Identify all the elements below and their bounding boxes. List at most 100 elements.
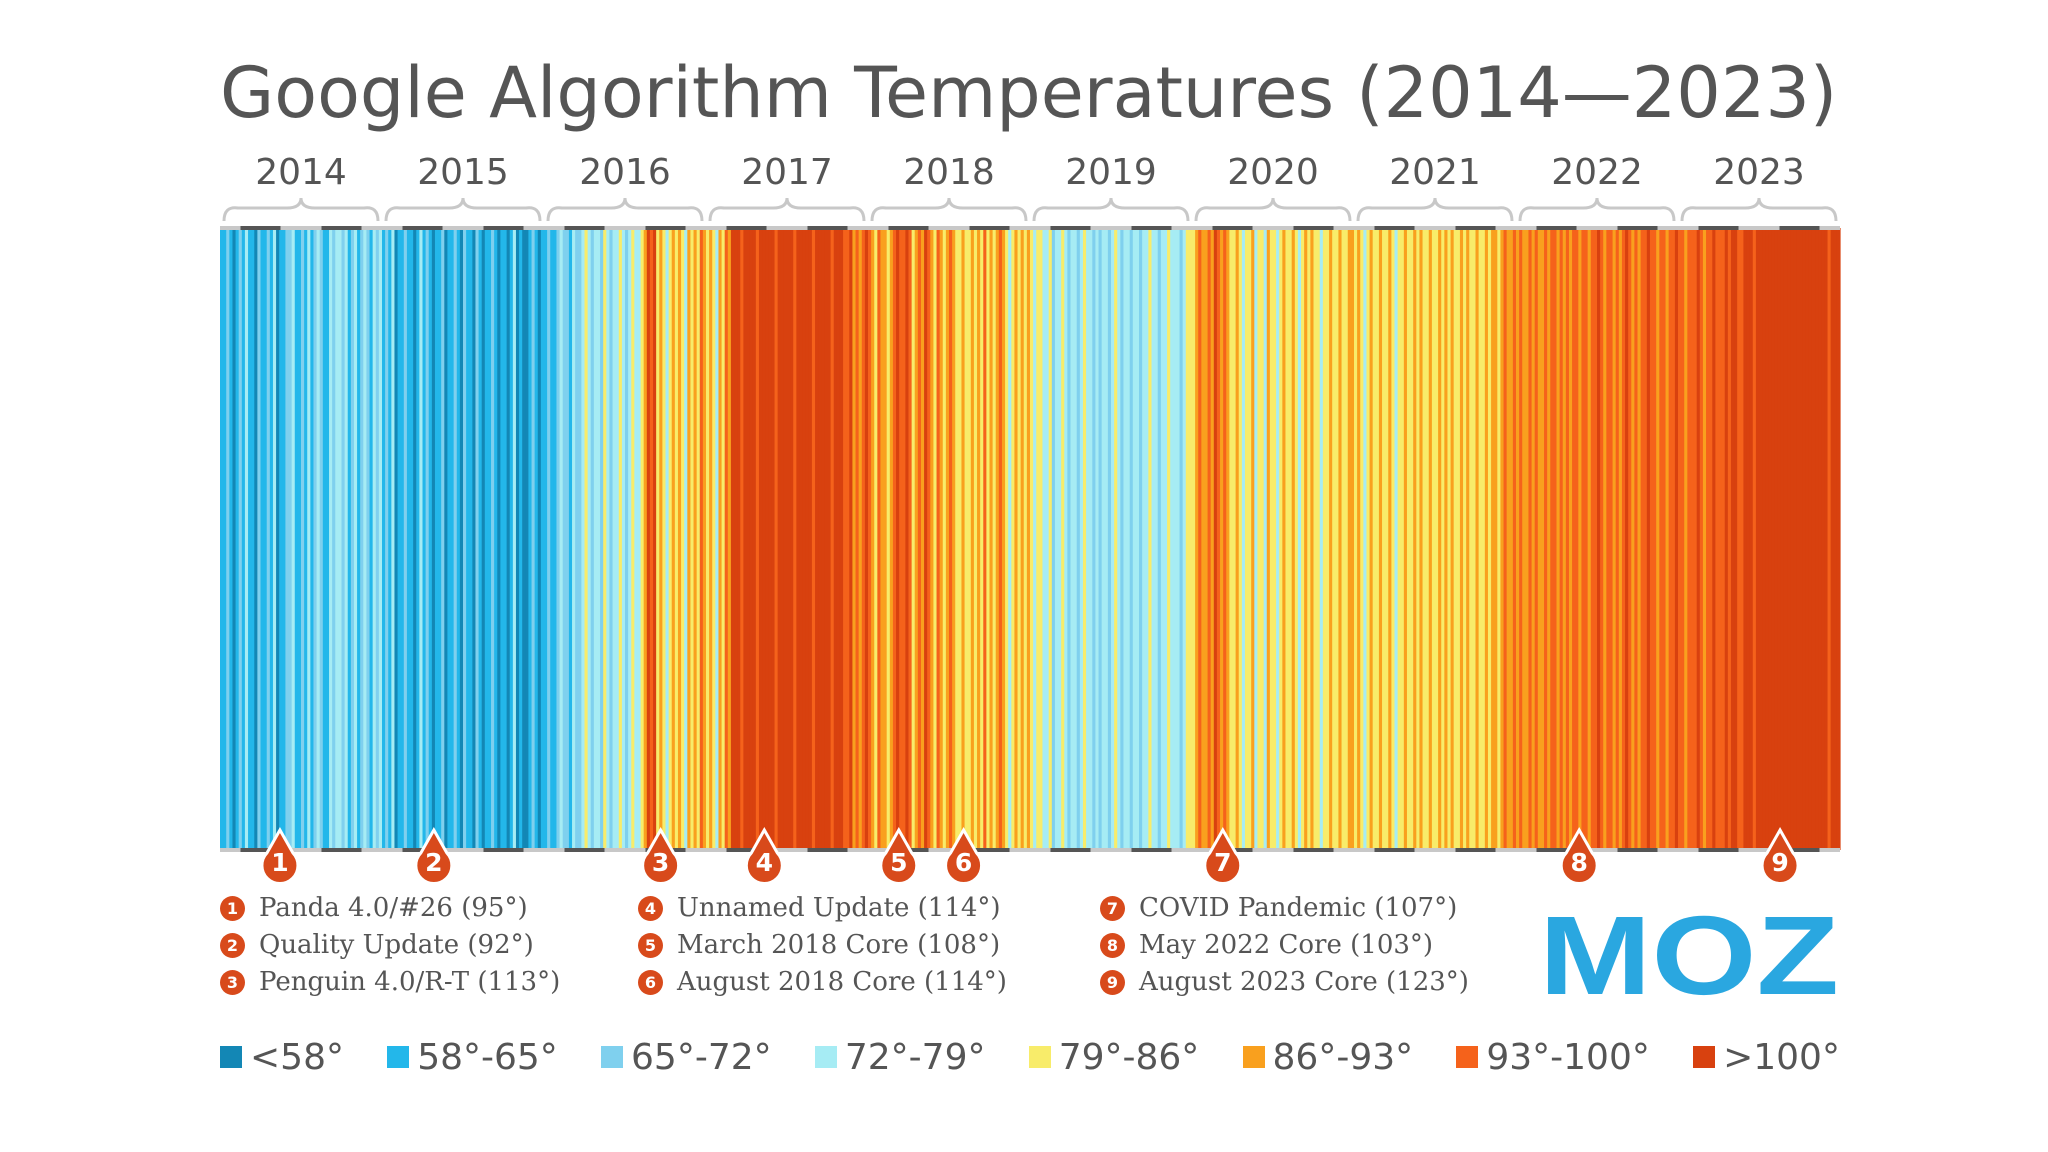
temperature-stripe bbox=[1568, 228, 1573, 850]
temperature-stripe bbox=[815, 228, 819, 850]
temperature-stripe bbox=[790, 228, 794, 850]
temperature-stripe bbox=[1559, 228, 1564, 850]
temperature-stripe bbox=[1765, 228, 1769, 850]
temperature-stripe bbox=[1073, 228, 1078, 850]
temperature-stripe bbox=[1746, 228, 1751, 850]
temperature-stripe bbox=[1500, 228, 1505, 850]
temperature-stripe bbox=[562, 228, 567, 850]
temperature-stripe bbox=[353, 228, 358, 850]
temperature-stripe bbox=[1612, 228, 1617, 850]
temperature-stripe bbox=[1054, 228, 1059, 850]
temperature-stripe bbox=[1104, 228, 1109, 850]
temperature-stripe bbox=[706, 228, 710, 850]
temperature-stripe bbox=[1111, 228, 1115, 850]
temperature-stripe bbox=[986, 228, 991, 850]
temperature-stripe bbox=[1182, 228, 1187, 850]
temperature-stripe bbox=[1494, 228, 1498, 850]
temperature-stripe bbox=[681, 228, 685, 850]
temperature-stripe bbox=[1450, 228, 1455, 850]
temperature-stripe bbox=[1288, 228, 1293, 850]
temperature-stripe bbox=[1139, 228, 1143, 850]
temperature-stripe bbox=[755, 228, 760, 850]
temperature-stripe bbox=[1456, 228, 1461, 850]
year-brace bbox=[1194, 197, 1352, 222]
temperature-stripe bbox=[643, 228, 648, 850]
temperature-stripe bbox=[1637, 228, 1642, 850]
temperature-stripe bbox=[1584, 228, 1589, 850]
legend-label: August 2023 Core (123°) bbox=[1139, 967, 1469, 997]
temperature-stripe bbox=[459, 228, 464, 850]
temperature-stripe bbox=[724, 228, 729, 850]
temperature-stripe bbox=[1743, 228, 1748, 850]
temperature-stripe bbox=[540, 228, 545, 850]
temperature-stripe bbox=[1400, 228, 1405, 850]
temperature-stripe bbox=[1042, 228, 1047, 850]
temperature-stripe bbox=[1512, 228, 1517, 850]
year-label: 2019 bbox=[1065, 152, 1157, 193]
temperature-stripe bbox=[1621, 228, 1626, 850]
temperature-stripe bbox=[1768, 228, 1773, 850]
temperature-stripe bbox=[1724, 228, 1729, 850]
temperature-stripe bbox=[500, 228, 505, 850]
legend-item: 4 Unnamed Update (114°) bbox=[638, 890, 1007, 926]
temperature-stripe bbox=[718, 228, 723, 850]
temperature-stripe bbox=[995, 228, 1000, 850]
event-marker-label: 1 bbox=[271, 848, 288, 877]
temperature-stripe bbox=[1702, 228, 1707, 850]
temperature-stripe bbox=[1656, 228, 1660, 850]
temperature-stripe bbox=[600, 228, 604, 850]
temperature-stripe bbox=[269, 228, 274, 850]
temperature-stripe bbox=[1674, 228, 1679, 850]
temperature-stripe bbox=[453, 228, 458, 850]
temperature-stripe bbox=[824, 228, 829, 850]
temperature-stripe bbox=[1329, 228, 1333, 850]
temperature-stripe bbox=[1525, 228, 1530, 850]
event-marker-label: 8 bbox=[1570, 848, 1587, 877]
color-legend-label: 86°-93° bbox=[1272, 1036, 1414, 1078]
legend-item: 6 August 2018 Core (114°) bbox=[638, 964, 1007, 1000]
temperature-stripe bbox=[699, 228, 704, 850]
temperature-stripe bbox=[497, 228, 501, 850]
temperature-stripe bbox=[836, 228, 841, 850]
event-marker-label: 6 bbox=[955, 848, 972, 877]
temperature-stripe bbox=[1101, 228, 1106, 850]
temperature-stripe bbox=[1273, 228, 1277, 850]
event-marker bbox=[260, 826, 300, 885]
temperature-stripe bbox=[1201, 228, 1206, 850]
temperature-stripe bbox=[1634, 228, 1639, 850]
temperature-stripe bbox=[397, 228, 402, 850]
temperature-stripe bbox=[475, 228, 480, 850]
temperature-stripe bbox=[1363, 228, 1368, 850]
temperature-stripe bbox=[1469, 228, 1473, 850]
temperature-stripe bbox=[581, 228, 586, 850]
temperature-stripe bbox=[319, 228, 324, 850]
temperature-stripe bbox=[487, 228, 492, 850]
temperature-stripe bbox=[612, 228, 617, 850]
temperature-stripe bbox=[1235, 228, 1240, 850]
temperature-stripe bbox=[1774, 228, 1779, 850]
temperature-stripe bbox=[625, 228, 629, 850]
temperature-stripe bbox=[1777, 228, 1782, 850]
temperature-stripe bbox=[649, 228, 654, 850]
temperature-stripe bbox=[276, 228, 280, 850]
event-marker bbox=[641, 826, 681, 885]
temperature-stripe bbox=[1123, 228, 1128, 850]
temperature-stripe bbox=[419, 228, 424, 850]
temperature-stripe bbox=[1291, 228, 1296, 850]
temperature-stripe bbox=[924, 228, 928, 850]
legend-label: Quality Update (92°) bbox=[259, 930, 534, 960]
event-legend-column-1: 1 Panda 4.0/#26 (95°) 2 Quality Update (… bbox=[220, 890, 560, 1001]
temperature-stripe bbox=[1048, 228, 1053, 850]
temperature-stripe bbox=[1026, 228, 1031, 850]
temperature-stripe bbox=[631, 228, 635, 850]
temperature-stripe bbox=[665, 228, 670, 850]
temperature-stripe bbox=[896, 228, 900, 850]
temperature-stripe bbox=[1550, 228, 1554, 850]
temperature-stripe bbox=[1198, 228, 1202, 850]
temperature-stripe bbox=[1195, 228, 1199, 850]
color-legend-label: 93°-100° bbox=[1486, 1036, 1650, 1078]
legend-label: May 2022 Core (103°) bbox=[1139, 930, 1434, 960]
temperature-stripe bbox=[671, 228, 676, 850]
temperature-stripe bbox=[360, 228, 364, 850]
temperature-stripe bbox=[1830, 228, 1835, 850]
